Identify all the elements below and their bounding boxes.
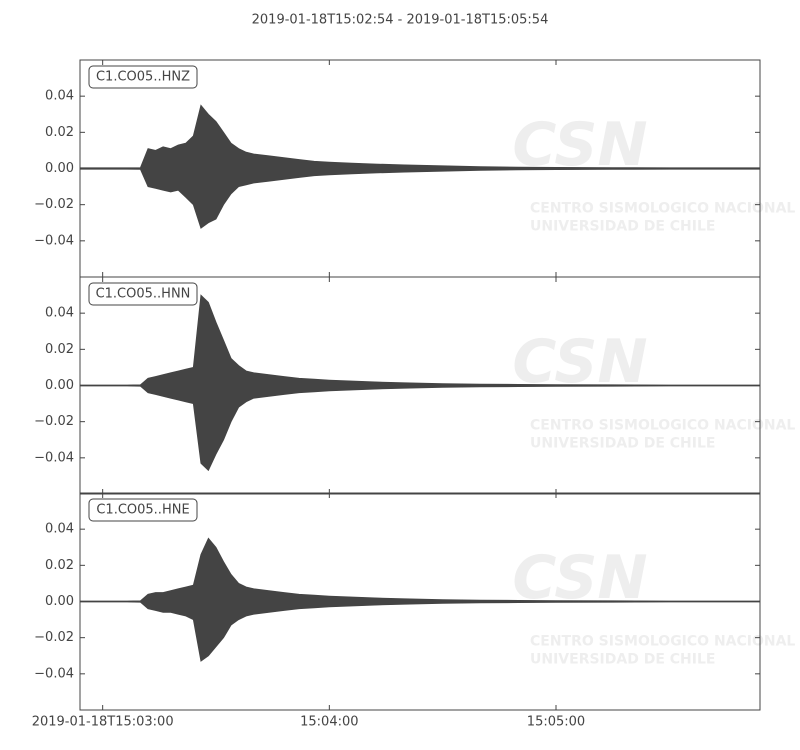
y-tick-label: 0.02 [45,342,74,357]
y-tick-label: 0.02 [45,125,74,140]
y-tick-label: 0.04 [45,522,74,537]
y-tick-label: 0.00 [45,161,74,176]
y-tick-label: −0.02 [34,197,74,212]
chart-title: 2019-01-18T15:02:54 - 2019-01-18T15:05:5… [252,13,549,28]
watermark-line: CENTRO SISMOLOGICO NACIONAL [530,634,795,650]
station-label: C1.CO05..HNZ [96,70,190,85]
y-tick-label: 0.02 [45,558,74,573]
y-tick-label: 0.04 [45,306,74,321]
watermark-line: UNIVERSIDAD DE CHILE [530,436,715,452]
y-tick-label: 0.04 [45,89,74,104]
y-tick-label: −0.02 [34,630,74,645]
x-tick-label: 15:04:00 [300,715,358,730]
y-tick-label: −0.02 [34,414,74,429]
label-box [88,65,198,89]
y-tick-label: −0.04 [34,450,74,465]
y-tick-label: −0.04 [34,233,74,248]
watermark-line: UNIVERSIDAD DE CHILE [530,652,715,668]
watermark-line: CENTRO SISMOLOGICO NACIONAL [530,418,795,434]
label-box [88,282,198,306]
y-tick-label: 0.00 [45,594,74,609]
station-label: C1.CO05..HNN [96,287,191,302]
x-tick-label: 2019-01-18T15:03:00 [32,715,174,730]
station-label: C1.CO05..HNE [96,503,189,518]
x-tick-label: 15:05:00 [527,715,585,730]
label-box [88,498,198,522]
watermark-line: CENTRO SISMOLOGICO NACIONAL [530,201,795,217]
watermark-line: UNIVERSIDAD DE CHILE [530,219,715,235]
y-tick-label: 0.00 [45,378,74,393]
y-tick-label: −0.04 [34,666,74,681]
